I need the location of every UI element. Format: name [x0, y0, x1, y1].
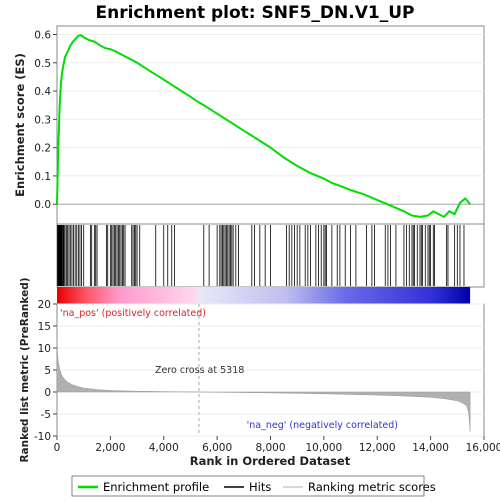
- es-y-tick-label: 0.2: [34, 143, 51, 155]
- neg-correlated-label: 'na_neg' (negatively correlated): [247, 420, 398, 431]
- rank-x-tick-label: 16,000: [466, 442, 500, 454]
- ranking-heatbar: [57, 287, 471, 304]
- rank-x-axis-label: Rank in Ordered Dataset: [190, 454, 351, 468]
- legend-box: [71, 475, 425, 497]
- rank-x-tick-label: 8,000: [255, 442, 285, 454]
- heatbar-fill: [57, 287, 471, 304]
- legend-metric-label: Ranking metric scores: [308, 480, 436, 494]
- rank-y-tick-label: 0: [44, 387, 51, 399]
- rank-y-tick-label: -5: [41, 409, 51, 421]
- rank-x-ticks: 0 2,000 4,000 6,000 8,000 10,000 12,000 14,000 1…: [54, 436, 500, 454]
- es-y-ticks: 0.0 0.1 0.2 0.3 0.4 0.5 0.6: [34, 29, 57, 211]
- rank-y-tick-label: 10: [38, 343, 51, 355]
- legend: Enrichment profile Hits Ranking metric s…: [71, 475, 436, 497]
- rank-y-tick-label: -10: [34, 431, 51, 443]
- rank-metric-panel: -10 -5 0 5 10 15 20 'na_pos' (positively corre…: [19, 277, 500, 468]
- pos-correlated-label: 'na_pos' (positively correlated): [60, 308, 206, 319]
- rank-x-tick-label: 6,000: [202, 442, 232, 454]
- chart-title: Enrichment plot: SNF5_DN.V1_UP: [96, 3, 415, 23]
- zero-cross-label: Zero cross at 5318: [155, 365, 244, 376]
- rank-x-tick-label: 4,000: [149, 442, 179, 454]
- rank-y-tick-label: 20: [38, 299, 51, 311]
- rank-x-tick-label: 10,000: [306, 442, 343, 454]
- legend-profile-label: Enrichment profile: [103, 480, 209, 494]
- hit-lines: [57, 225, 465, 286]
- rank-y-ticks: -10 -5 0 5 10 15 20: [34, 299, 57, 443]
- es-y-tick-label: 0.1: [34, 171, 51, 183]
- rank-y-tick-label: 5: [44, 365, 51, 377]
- rank-x-tick-label: 12,000: [359, 442, 396, 454]
- rank-x-tick-label: 0: [54, 442, 61, 454]
- es-y-tick-label: 0.4: [34, 86, 51, 98]
- es-panel: 0.0 0.1 0.2 0.3 0.4 0.5 0.6 Enrichment score (…: [13, 25, 485, 225]
- rank-metric-area: [56, 339, 471, 432]
- es-profile-line: [56, 33, 471, 219]
- rank-y-axis-label: Ranked list metric (PreRanked): [19, 277, 31, 462]
- es-y-tick-label: 0.6: [34, 29, 51, 41]
- es-y-axis-label: Enrichment score (ES): [13, 53, 27, 197]
- es-y-tick-label: 0.0: [34, 199, 51, 211]
- legend-hits-label: Hits: [249, 480, 271, 494]
- es-plot-area: [56, 25, 485, 225]
- es-y-tick-label: 0.3: [34, 114, 51, 126]
- rank-x-tick-label: 2,000: [95, 442, 125, 454]
- rank-x-tick-label: 14,000: [412, 442, 449, 454]
- rank-y-tick-label: 15: [38, 321, 51, 333]
- hits-panel: [56, 223, 485, 288]
- es-y-tick-label: 0.5: [34, 58, 51, 70]
